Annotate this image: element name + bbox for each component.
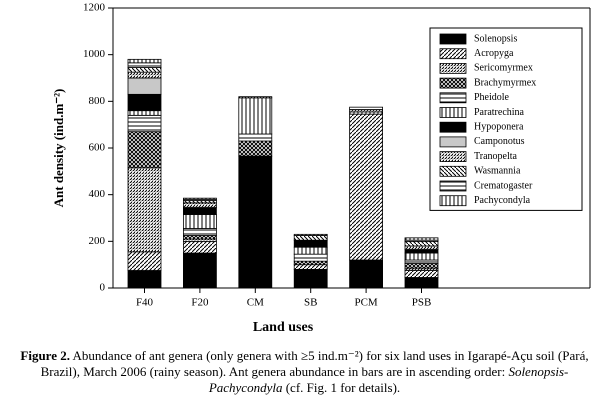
legend-swatch xyxy=(439,180,467,192)
legend-swatch xyxy=(439,77,467,89)
bar-segment xyxy=(127,71,162,79)
bar-segment xyxy=(238,97,273,135)
bar-segment xyxy=(182,207,217,215)
bar-segment xyxy=(182,197,217,200)
bar-segment xyxy=(127,67,162,73)
bar-segment xyxy=(293,239,328,248)
legend-label: Paratrechina xyxy=(474,107,525,118)
caption-label: Figure 2. xyxy=(20,348,70,363)
bar-segment xyxy=(127,77,162,95)
x-tick-label: CM xyxy=(247,297,264,309)
legend-label: Pheidole xyxy=(474,92,510,103)
bar-segment xyxy=(293,233,328,236)
bar-segment xyxy=(238,133,273,142)
bar-segment xyxy=(238,155,273,289)
x-tick-label: F20 xyxy=(191,297,209,309)
bar-segment xyxy=(182,252,217,289)
x-tick-label: PCM xyxy=(354,297,377,309)
legend-label: Camponotus xyxy=(474,136,525,147)
x-tick-label: PSB xyxy=(412,297,432,309)
legend-label: Wasmannia xyxy=(474,166,521,177)
legend-label: Acropyga xyxy=(474,48,514,59)
legend-label: Brachymyrmex xyxy=(474,77,536,88)
y-tick-label: 600 xyxy=(89,142,106,154)
bar-segment xyxy=(404,249,439,254)
legend-label: Tranopelta xyxy=(474,151,518,162)
bar-segment xyxy=(293,246,328,255)
bar-segment xyxy=(404,245,439,250)
legend-label: Hypoponera xyxy=(474,121,524,132)
y-tick-label: 800 xyxy=(89,95,106,107)
legend-swatch xyxy=(439,121,467,133)
bar-segment xyxy=(404,252,439,261)
x-axis-label: Land uses xyxy=(253,320,314,335)
bar-segment xyxy=(404,237,439,241)
legend-label: Pachycondyla xyxy=(474,195,531,206)
bar-segment xyxy=(349,113,384,261)
bar-segment xyxy=(127,58,162,64)
bar-segment xyxy=(238,140,273,157)
legend-swatch xyxy=(439,165,467,177)
y-tick-label: 1200 xyxy=(83,2,106,14)
bar-segment xyxy=(127,114,162,133)
bar-segment xyxy=(238,96,273,99)
x-tick-label: SB xyxy=(304,297,317,309)
legend-swatch xyxy=(439,151,467,163)
bar-segment xyxy=(404,263,439,269)
caption: Figure 2. Abundance of ant genera (only … xyxy=(6,348,603,396)
chart: Ant density (ind.m⁻²) Land uses 0 200 400 6… xyxy=(51,2,591,335)
bar-segment xyxy=(404,277,439,289)
bar-segment xyxy=(293,235,328,241)
bar-segment xyxy=(127,93,162,112)
bar-segment xyxy=(127,131,162,169)
caption-italic: Solenopsis-Pachycondyla xyxy=(208,364,569,395)
x-tick-label: F40 xyxy=(136,297,154,309)
legend-swatch xyxy=(439,92,467,104)
bar-segment xyxy=(293,253,328,262)
y-tick-label: 1000 xyxy=(83,48,106,60)
legend-swatch xyxy=(439,195,467,207)
caption-text: Abundance of ant genera (only genera wit… xyxy=(40,348,589,379)
bar-segment xyxy=(293,268,328,289)
legend-label: Solenopsis xyxy=(474,33,517,44)
bar-segment xyxy=(127,110,162,116)
legend-swatch xyxy=(439,63,467,74)
bar-segment xyxy=(404,259,439,264)
bar-segment xyxy=(127,167,162,253)
bar-segment xyxy=(182,214,217,229)
y-tick-label: 200 xyxy=(89,235,106,247)
bar-segment xyxy=(349,106,384,110)
bar-segment xyxy=(182,228,217,236)
caption-end: (cf. Fig. 1 for details). xyxy=(285,380,401,395)
legend-label: Crematogaster xyxy=(474,180,533,191)
y-tick-label: 400 xyxy=(89,188,106,200)
legend-swatch xyxy=(439,136,467,148)
legend-label: Sericomyrmex xyxy=(474,63,533,74)
legend-swatch xyxy=(439,33,467,45)
bar-segment xyxy=(404,270,439,278)
bar-segment xyxy=(182,202,217,208)
bar-segment xyxy=(293,264,328,270)
legend-swatch xyxy=(439,48,467,60)
y-tick-label: 0 xyxy=(100,282,106,294)
legend-swatch xyxy=(439,107,467,118)
bar-segment xyxy=(349,259,384,289)
bar-segment xyxy=(182,240,217,254)
y-axis-label: Ant density (ind.m⁻²) xyxy=(51,89,66,208)
bar-segment xyxy=(293,260,328,266)
bar-segment xyxy=(127,62,162,68)
bar-segment xyxy=(182,235,217,240)
bar-segment xyxy=(127,270,162,289)
bar-segment xyxy=(404,240,439,247)
bar-segment xyxy=(127,251,162,271)
